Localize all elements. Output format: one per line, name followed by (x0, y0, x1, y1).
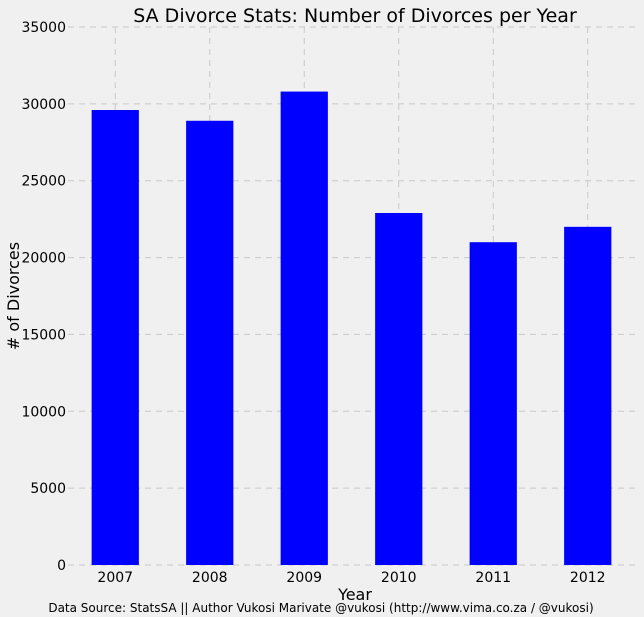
bars (91, 91, 612, 566)
x-tick-label: 2009 (286, 570, 322, 586)
x-tick-label: 2007 (97, 570, 133, 586)
bar-2011 (469, 242, 517, 565)
x-axis-title: Year (337, 585, 372, 604)
x-axis-ticks: 2007 2008 2009 2010 2011 2012 (97, 570, 605, 586)
bar-2009 (280, 91, 328, 565)
bar-2010 (375, 212, 423, 565)
grid-lines (68, 26, 635, 566)
x-tick-label: 2010 (381, 570, 417, 586)
x-tick-label: 2011 (475, 570, 511, 586)
bar-2008 (186, 120, 234, 565)
source-note: Data Source: StatsSA || Author Vukosi Ma… (48, 601, 593, 615)
y-axis-ticks: 0 5000 10000 15000 20000 25000 30000 35000 (21, 20, 66, 574)
y-tick-label: 30000 (21, 97, 66, 113)
y-axis-title: # of Divorces (4, 242, 23, 350)
y-tick-label: 35000 (21, 20, 66, 36)
chart-title: SA Divorce Stats: Number of Divorces per… (133, 5, 577, 27)
y-tick-label: 20000 (21, 251, 66, 267)
y-tick-label: 10000 (21, 404, 66, 420)
y-tick-label: 25000 (21, 174, 66, 190)
y-tick-label: 15000 (21, 327, 66, 343)
x-tick-label: 2012 (570, 570, 606, 586)
x-tick-label: 2008 (192, 570, 228, 586)
y-tick-label: 5000 (30, 481, 66, 497)
y-tick-label: 0 (57, 558, 66, 574)
bar-2007 (91, 110, 139, 566)
bar-2012 (564, 226, 612, 566)
